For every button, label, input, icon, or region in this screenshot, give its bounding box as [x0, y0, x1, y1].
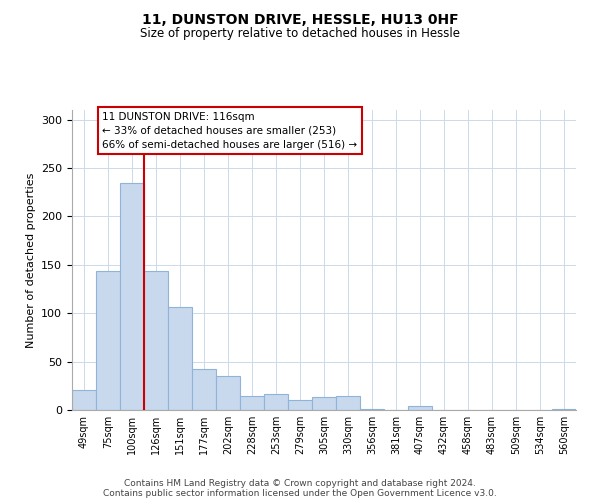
Bar: [312, 398, 336, 410]
Bar: [216, 376, 240, 410]
Bar: [96, 270, 120, 410]
Bar: [552, 409, 576, 410]
Bar: [192, 370, 216, 410]
Text: 11, DUNSTON DRIVE, HESSLE, HU13 0HF: 11, DUNSTON DRIVE, HESSLE, HU13 0HF: [142, 12, 458, 26]
Bar: [120, 182, 144, 410]
Text: Contains public sector information licensed under the Open Government Licence v3: Contains public sector information licen…: [103, 488, 497, 498]
Bar: [408, 406, 432, 410]
Bar: [240, 396, 264, 410]
Bar: [336, 396, 360, 410]
Bar: [360, 409, 384, 410]
Y-axis label: Number of detached properties: Number of detached properties: [26, 172, 35, 348]
Text: Size of property relative to detached houses in Hessle: Size of property relative to detached ho…: [140, 28, 460, 40]
Bar: [168, 308, 192, 410]
Text: Contains HM Land Registry data © Crown copyright and database right 2024.: Contains HM Land Registry data © Crown c…: [124, 478, 476, 488]
Bar: [144, 270, 168, 410]
Text: 11 DUNSTON DRIVE: 116sqm
← 33% of detached houses are smaller (253)
66% of semi-: 11 DUNSTON DRIVE: 116sqm ← 33% of detach…: [102, 112, 358, 150]
Bar: [264, 394, 288, 410]
Bar: [72, 390, 96, 410]
Bar: [288, 400, 312, 410]
